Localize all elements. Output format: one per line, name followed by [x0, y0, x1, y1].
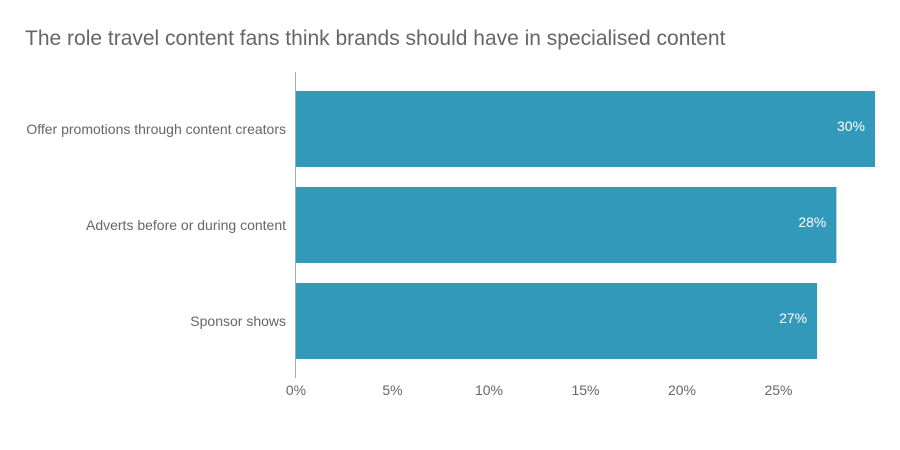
x-tick-labels-layer: 0% 5% 10% 15% 20% 25% [286, 382, 793, 398]
x-tick-label: 20% [668, 382, 696, 398]
bar [296, 187, 837, 263]
x-tick-label: 15% [571, 382, 599, 398]
category-labels-layer: Offer promotions through content creator… [26, 121, 286, 329]
x-tick-label: 10% [475, 382, 503, 398]
x-tick-label: 5% [382, 382, 402, 398]
value-labels-layer: 30% 28% 27% [779, 118, 865, 326]
bar-value-label: 30% [837, 118, 865, 134]
category-label: Offer promotions through content creator… [26, 121, 286, 137]
category-label: Adverts before or during content [86, 217, 286, 233]
bars-layer [296, 91, 875, 359]
bar [296, 283, 818, 359]
bar-value-label: 28% [798, 214, 826, 230]
chart-title: The role travel content fans think brand… [25, 27, 726, 50]
category-label: Sponsor shows [190, 313, 286, 329]
x-tick-label: 0% [286, 382, 306, 398]
x-tick-label: 25% [764, 382, 792, 398]
bar [296, 91, 875, 167]
bar-value-label: 27% [779, 310, 807, 326]
